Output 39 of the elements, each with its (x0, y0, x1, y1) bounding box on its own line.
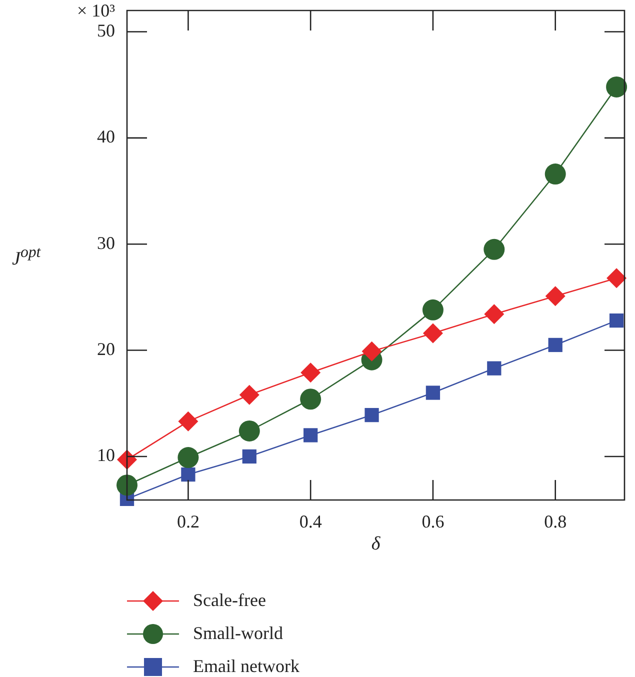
point (181, 467, 196, 482)
point (609, 313, 624, 328)
point (239, 384, 260, 405)
point (487, 361, 502, 376)
point (364, 408, 379, 422)
point (606, 268, 627, 288)
point (300, 388, 322, 410)
x-tick-label: 0.2 (176, 512, 200, 532)
y-axis-title: J$^{opt}$ (12, 244, 41, 270)
y-tick-label: 50 (97, 20, 115, 40)
point (300, 362, 321, 383)
x-tick-label: 0.4 (299, 512, 322, 532)
y-tick-label: 30 (97, 232, 115, 253)
point (422, 299, 444, 320)
legend-label: Scale-free (193, 590, 266, 611)
point (606, 76, 628, 98)
point (304, 428, 318, 442)
point (362, 341, 382, 362)
x-axis-title: δ (371, 534, 382, 555)
point (426, 386, 440, 400)
legend-label: Email network (193, 656, 300, 677)
y-tick-label: 20 (97, 339, 115, 360)
y-tick-label: 40 (97, 126, 115, 147)
point (178, 447, 199, 468)
point (116, 474, 138, 496)
point (484, 238, 505, 260)
point (238, 420, 260, 442)
text: × 10³ (76, 0, 116, 20)
x-tick-label: 0.8 (544, 512, 567, 532)
point (545, 286, 566, 306)
legend-label: Small-world (193, 623, 283, 644)
point (484, 304, 504, 324)
point (242, 449, 256, 464)
point (422, 323, 443, 344)
point (548, 338, 562, 352)
point (178, 411, 198, 432)
y-tick-label: 10 (97, 445, 115, 466)
point (544, 164, 566, 185)
x-tick-label: 0.6 (422, 512, 444, 532)
